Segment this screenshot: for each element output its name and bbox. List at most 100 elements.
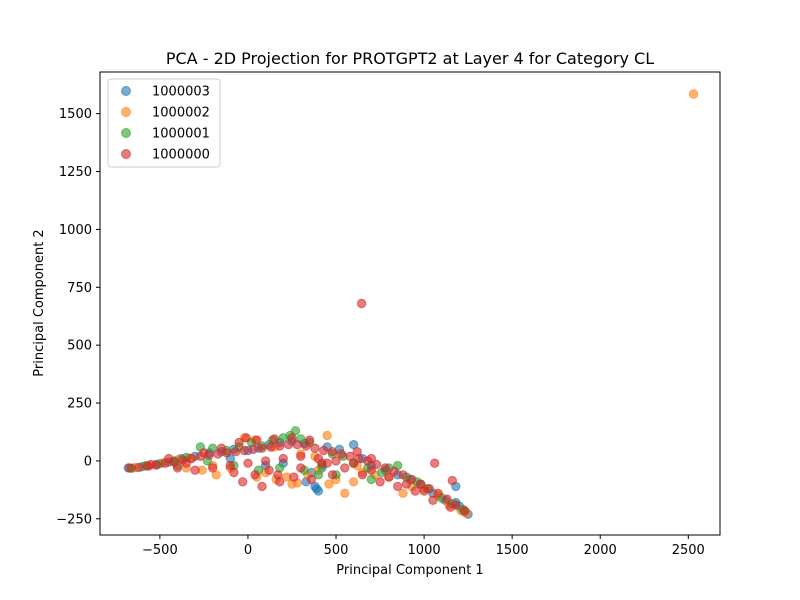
- series-3-point-73: [234, 437, 244, 448]
- legend-label: 1000002: [152, 106, 210, 121]
- series-3-point-59: [296, 463, 306, 473]
- y-tick-label: 1250: [59, 165, 92, 180]
- series-3-point-63: [375, 477, 385, 487]
- series-3-point-16: [266, 442, 276, 452]
- y-axis: −250 0 250 500 750 1000 1250 1500: [56, 107, 100, 527]
- series-3-point-61: [340, 463, 350, 473]
- series-1-point-18: [340, 488, 350, 498]
- series-3-point-66: [428, 495, 438, 505]
- legend-marker: [121, 107, 131, 117]
- series-1-point-19: [348, 477, 359, 487]
- series-3-point-75: [269, 434, 280, 444]
- series-3-point-17: [275, 441, 285, 451]
- legend-label: 1000003: [152, 85, 210, 100]
- series-3-point-35: [433, 488, 443, 498]
- y-axis-label: Principal Component 2: [32, 229, 47, 376]
- x-tick-label: 1000: [408, 543, 441, 558]
- series-3-point-48: [278, 453, 288, 464]
- series-3-point-65: [410, 486, 420, 496]
- series-3-point-84: [275, 477, 285, 487]
- series-1-point-16: [322, 430, 332, 441]
- plot-frame: [99, 71, 721, 536]
- series-3-point-19: [292, 440, 302, 450]
- series-3-point-1: [134, 462, 144, 473]
- x-tick-label: 500: [324, 543, 349, 558]
- series-3-point-68: [146, 459, 156, 470]
- series-3-point-82: [250, 470, 260, 480]
- y-tick-label: 1500: [59, 107, 92, 122]
- series-3-point-51: [331, 456, 341, 466]
- series-3-point-36: [442, 494, 452, 504]
- legend-marker: [121, 128, 131, 138]
- series-3-point-54: [384, 472, 394, 482]
- series-3-point-14: [248, 444, 258, 454]
- series-3-point-43: [190, 465, 200, 475]
- series-3-point-79: [229, 467, 239, 478]
- x-axis: −500 0 500 1000 1500 2000 2500: [142, 535, 705, 558]
- series-3-point-24: [336, 449, 346, 459]
- series-3-point-38: [459, 506, 470, 516]
- series-3-point-44: [208, 463, 218, 473]
- series-3-point-81: [289, 472, 299, 482]
- series-2-point-38: [366, 474, 376, 485]
- series-3-point-80: [264, 465, 274, 475]
- legend: 1000003 1000002 1000001 1000000: [107, 78, 221, 168]
- series-3-point-47: [260, 456, 271, 466]
- series-3-point-41: [356, 298, 367, 309]
- chart-title: PCA - 2D Projection for PROTGPT2 at Laye…: [166, 49, 654, 68]
- x-tick-label: −500: [142, 543, 178, 558]
- series-3-point-86: [366, 453, 376, 464]
- x-tick-label: 1500: [496, 543, 529, 558]
- series-3-point-69: [164, 453, 174, 464]
- series-3-point-13: [239, 445, 250, 456]
- series-3-point-62: [357, 470, 368, 480]
- series-3-point-53: [366, 465, 376, 475]
- series-3-point-64: [393, 481, 403, 492]
- series-3-point-31: [398, 470, 408, 480]
- x-tick-label: 2500: [672, 543, 705, 558]
- y-tick-label: 250: [67, 397, 92, 412]
- x-axis-label: Principal Component 1: [336, 563, 483, 578]
- series-3-point-76: [287, 433, 297, 443]
- series-3-point-78: [317, 458, 327, 468]
- series-1-point-30: [688, 89, 699, 99]
- points-layer: [123, 89, 699, 519]
- series-3-point-83: [238, 477, 248, 487]
- y-tick-label: 0: [84, 454, 92, 469]
- y-tick-label: 1000: [59, 223, 92, 238]
- series-3-point-23: [327, 447, 338, 457]
- series-3-point-52: [348, 458, 359, 468]
- series-3-point-15: [257, 443, 267, 453]
- series-3-point-70: [181, 458, 192, 468]
- series-0-point-17: [311, 484, 322, 494]
- series-3-point-57: [241, 433, 251, 443]
- series-3-point-12: [230, 447, 241, 457]
- series-3-point-39: [430, 458, 440, 468]
- series-3-point-29: [380, 463, 390, 473]
- legend-marker: [121, 149, 131, 159]
- series-3-point-67: [445, 502, 456, 512]
- series-3-point-46: [243, 458, 253, 468]
- series-2-point-30: [313, 470, 324, 480]
- series-3-point-0: [125, 463, 135, 473]
- y-tick-label: −250: [56, 512, 92, 527]
- series-3-point-89: [306, 474, 317, 485]
- series-1-point-23: [398, 488, 408, 498]
- series-3-point-87: [352, 447, 362, 457]
- x-tick-label: 2000: [584, 543, 617, 558]
- series-3-point-30: [389, 466, 399, 476]
- series-3-point-74: [252, 435, 262, 445]
- series-3-point-55: [401, 479, 412, 489]
- series-3-point-77: [304, 435, 315, 445]
- series-3-point-42: [172, 463, 183, 473]
- series-3-point-40: [447, 475, 457, 486]
- series-3-point-88: [327, 470, 338, 480]
- series-3-point-72: [216, 443, 227, 453]
- series-3-point-21: [310, 443, 320, 453]
- series-3-point-22: [319, 445, 329, 456]
- y-tick-label: 500: [67, 339, 92, 354]
- y-tick-label: 750: [67, 281, 92, 296]
- series-3-point-49: [296, 451, 306, 461]
- legend-marker: [121, 86, 131, 96]
